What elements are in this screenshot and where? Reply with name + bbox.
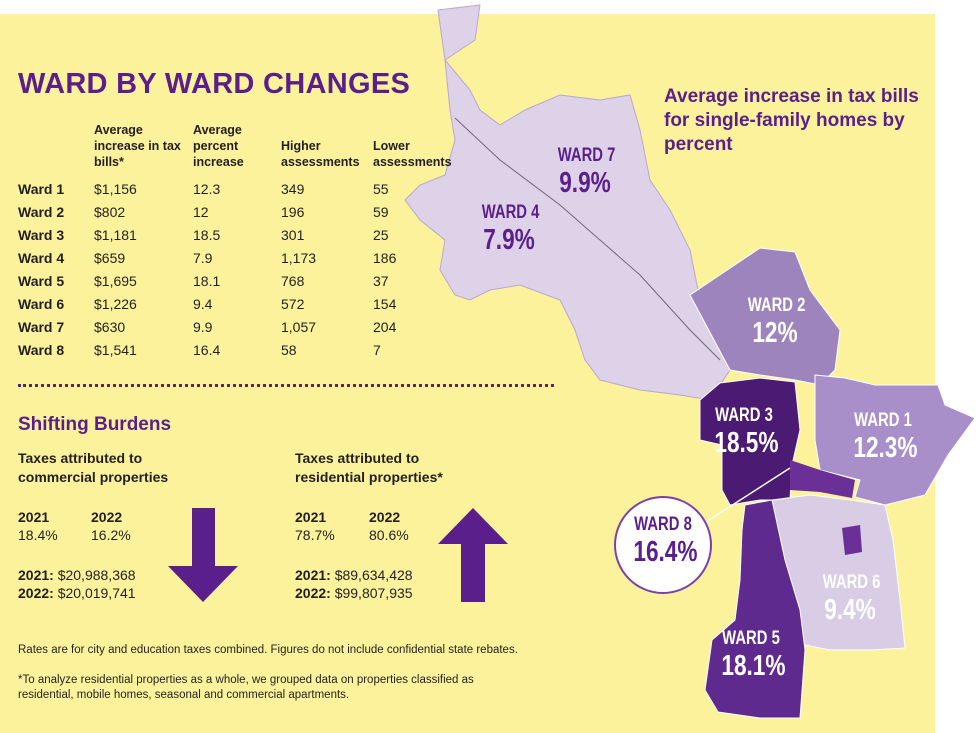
row-higher: 572 bbox=[281, 296, 305, 312]
row-increase: $1,156 bbox=[94, 181, 137, 197]
row-percent: 9.9 bbox=[193, 319, 213, 335]
commercial-total-2022: 2022: $20,019,741 bbox=[18, 585, 136, 601]
ward-3-label: WARD 3 18.5% bbox=[714, 405, 779, 459]
ward-8-callout-circle bbox=[614, 496, 712, 594]
arrow-down-icon bbox=[168, 508, 238, 602]
row-ward-label: Ward 2 bbox=[18, 204, 65, 220]
commercial-pct-2022: 16.2% bbox=[91, 527, 131, 543]
ward-1-label: WARD 1 12.3% bbox=[853, 410, 918, 464]
row-ward-label: Ward 1 bbox=[18, 181, 65, 197]
row-ward-label: Ward 6 bbox=[18, 296, 65, 312]
row-lower: 154 bbox=[373, 296, 397, 312]
ward-5-region bbox=[704, 499, 806, 719]
row-percent: 12 bbox=[193, 204, 209, 220]
row-lower: 7 bbox=[373, 342, 381, 358]
row-higher: 768 bbox=[281, 273, 305, 289]
row-percent: 18.5 bbox=[193, 227, 221, 243]
row-lower: 55 bbox=[373, 181, 389, 197]
row-percent: 16.4 bbox=[193, 342, 221, 358]
residential-year-2022: 2022 bbox=[369, 509, 401, 525]
ward-2-label: WARD 2 12% bbox=[747, 295, 806, 349]
ward-7-label: WARD 7 9.9% bbox=[557, 145, 616, 199]
row-increase: $1,541 bbox=[94, 342, 137, 358]
col-header-higher: Higher assessments bbox=[281, 139, 360, 169]
ward-8-connector bbox=[790, 460, 855, 498]
row-percent: 18.1 bbox=[193, 273, 221, 289]
row-increase: $802 bbox=[94, 204, 126, 220]
footnote-rates: Rates are for city and education taxes c… bbox=[18, 644, 518, 656]
residential-pct-2022: 80.6% bbox=[369, 527, 409, 543]
col-header-avg-increase: Average increase in tax bills* bbox=[94, 123, 181, 169]
col-header-avg-percent: Average percent increase bbox=[193, 123, 244, 169]
section-title-shifting-burdens: Shifting Burdens bbox=[18, 414, 172, 435]
page-title: WARD BY WARD CHANGES bbox=[18, 68, 411, 100]
row-lower: 25 bbox=[373, 227, 389, 243]
ward-2-region bbox=[689, 247, 841, 386]
ward-6-label: WARD 6 9.4% bbox=[822, 572, 881, 626]
row-increase: $1,226 bbox=[94, 296, 137, 312]
ward-8-leader-line bbox=[705, 467, 791, 523]
map-title: Average increase in tax bills for single… bbox=[664, 86, 919, 155]
row-ward-label: Ward 5 bbox=[18, 273, 65, 289]
residential-total-2021: 2021: $89,634,428 bbox=[295, 567, 413, 583]
row-ward-label: Ward 4 bbox=[18, 250, 65, 266]
ward-7-boundary bbox=[454, 117, 721, 361]
row-higher: 58 bbox=[281, 342, 297, 358]
commercial-heading: Taxes attributed to commercial propertie… bbox=[18, 450, 169, 485]
row-ward-label: Ward 7 bbox=[18, 319, 65, 335]
row-higher: 349 bbox=[281, 181, 305, 197]
row-lower: 59 bbox=[373, 204, 389, 220]
residential-heading: Taxes attributed to residential properti… bbox=[295, 450, 443, 485]
row-percent: 9.4 bbox=[193, 296, 213, 312]
row-lower: 186 bbox=[373, 250, 397, 266]
ward-5-label: WARD 5 18.1% bbox=[721, 628, 786, 682]
row-increase: $630 bbox=[94, 319, 126, 335]
residential-year-2021: 2021 bbox=[295, 509, 327, 525]
row-ward-label: Ward 8 bbox=[18, 342, 65, 358]
row-higher: 196 bbox=[281, 204, 305, 220]
residential-total-2022: 2022: $99,807,935 bbox=[295, 585, 413, 601]
ward-4-label: WARD 4 7.9% bbox=[481, 202, 540, 256]
arrow-up-icon bbox=[438, 508, 508, 602]
commercial-total-2021: 2021: $20,988,368 bbox=[18, 567, 136, 583]
ward-4-7-region bbox=[404, 4, 731, 401]
commercial-year-2022: 2022 bbox=[91, 509, 123, 525]
footnote-residential: *To analyze residential properties as a … bbox=[18, 674, 474, 701]
row-lower: 37 bbox=[373, 273, 389, 289]
row-higher: 301 bbox=[281, 227, 305, 243]
ward-1-region bbox=[814, 374, 976, 506]
commercial-pct-2021: 18.4% bbox=[18, 527, 58, 543]
commercial-year-2021: 2021 bbox=[18, 509, 50, 525]
row-percent: 12.3 bbox=[193, 181, 221, 197]
ward-8-notch bbox=[842, 525, 862, 555]
row-higher: 1,173 bbox=[281, 250, 317, 266]
dotted-divider bbox=[18, 384, 554, 387]
row-higher: 1,057 bbox=[281, 319, 317, 335]
residential-pct-2021: 78.7% bbox=[295, 527, 335, 543]
row-lower: 204 bbox=[373, 319, 397, 335]
row-increase: $1,695 bbox=[94, 273, 137, 289]
row-ward-label: Ward 3 bbox=[18, 227, 65, 243]
row-increase: $1,181 bbox=[94, 227, 137, 243]
row-increase: $659 bbox=[94, 250, 126, 266]
row-percent: 7.9 bbox=[193, 250, 213, 266]
col-header-lower: Lower assessments bbox=[373, 139, 452, 169]
ward-8-label: WARD 8 16.4% bbox=[633, 514, 698, 568]
